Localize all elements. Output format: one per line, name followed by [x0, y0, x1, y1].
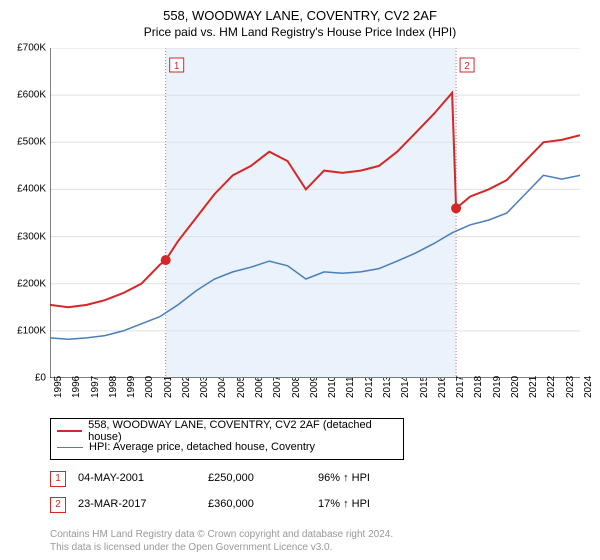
legend-swatch	[57, 447, 83, 448]
x-tick-label: 2012	[364, 376, 375, 398]
x-tick-label: 2009	[309, 376, 320, 398]
svg-text:1: 1	[174, 61, 180, 72]
x-tick-label: 2005	[236, 376, 247, 398]
x-tick-label: 2007	[272, 376, 283, 398]
sale-date: 04-MAY-2001	[78, 472, 208, 484]
x-tick-label: 2004	[217, 376, 228, 398]
x-tick-label: 2021	[528, 376, 539, 398]
x-tick-label: 1995	[53, 376, 64, 398]
y-tick-label: £200K	[2, 278, 46, 289]
x-tick-label: 2001	[163, 376, 174, 398]
x-tick-label: 2017	[455, 376, 466, 398]
x-tick-label: 2023	[565, 376, 576, 398]
legend: 558, WOODWAY LANE, COVENTRY, CV2 2AF (de…	[50, 418, 404, 460]
sale-pct: 96% ↑ HPI	[318, 472, 370, 484]
y-tick-label: £500K	[2, 137, 46, 148]
x-tick-label: 2016	[437, 376, 448, 398]
sale-price: £360,000	[208, 498, 318, 510]
y-tick-label: £400K	[2, 184, 46, 195]
y-tick-label: £600K	[2, 90, 46, 101]
chart-plot: 12	[50, 48, 580, 378]
footer-line-1: Contains HM Land Registry data © Crown c…	[50, 528, 393, 541]
x-tick-label: 2011	[345, 376, 356, 398]
x-tick-label: 2018	[473, 376, 484, 398]
y-tick-label: £300K	[2, 231, 46, 242]
legend-label: HPI: Average price, detached house, Cove…	[89, 441, 315, 453]
x-tick-label: 2002	[181, 376, 192, 398]
legend-label: 558, WOODWAY LANE, COVENTRY, CV2 2AF (de…	[88, 419, 397, 443]
x-tick-label: 2024	[583, 376, 594, 398]
y-tick-label: £100K	[2, 325, 46, 336]
x-tick-label: 2006	[254, 376, 265, 398]
x-tick-label: 1997	[90, 376, 101, 398]
x-tick-label: 2014	[400, 376, 411, 398]
x-tick-label: 2015	[419, 376, 430, 398]
x-tick-label: 2008	[291, 376, 302, 398]
chart-title: 558, WOODWAY LANE, COVENTRY, CV2 2AF	[0, 0, 600, 23]
sale-pct: 17% ↑ HPI	[318, 498, 370, 510]
x-tick-label: 2022	[546, 376, 557, 398]
x-tick-label: 1996	[71, 376, 82, 398]
legend-entry: 558, WOODWAY LANE, COVENTRY, CV2 2AF (de…	[57, 423, 397, 439]
x-tick-label: 2013	[382, 376, 393, 398]
footer-attribution: Contains HM Land Registry data © Crown c…	[50, 528, 393, 554]
sale-marker-icon: 2	[50, 497, 66, 513]
x-tick-label: 2000	[144, 376, 155, 398]
x-tick-label: 1999	[126, 376, 137, 398]
footer-line-2: This data is licensed under the Open Gov…	[50, 541, 393, 554]
x-tick-label: 2010	[327, 376, 338, 398]
sale-row: 1 04-MAY-2001£250,00096% ↑ HPI	[50, 470, 370, 486]
x-tick-label: 2019	[492, 376, 503, 398]
sale-price: £250,000	[208, 472, 318, 484]
svg-text:2: 2	[464, 61, 470, 72]
chart-container: 558, WOODWAY LANE, COVENTRY, CV2 2AF Pri…	[0, 0, 600, 560]
y-tick-label: £0	[2, 373, 46, 384]
sale-row: 2 23-MAR-2017£360,00017% ↑ HPI	[50, 496, 370, 512]
sale-marker-icon: 1	[50, 471, 66, 487]
x-tick-label: 2020	[510, 376, 521, 398]
x-tick-label: 2003	[199, 376, 210, 398]
x-tick-label: 1998	[108, 376, 119, 398]
chart-subtitle: Price paid vs. HM Land Registry's House …	[0, 23, 600, 45]
legend-swatch	[57, 430, 82, 432]
y-tick-label: £700K	[2, 43, 46, 54]
sale-date: 23-MAR-2017	[78, 498, 208, 510]
